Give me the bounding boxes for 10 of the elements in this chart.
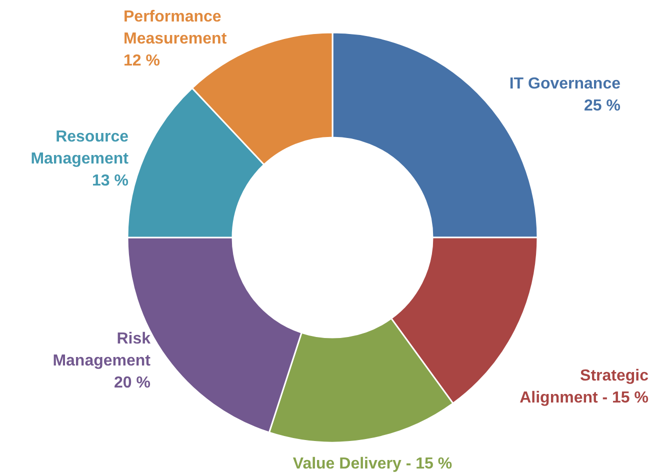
data-label: 13 % xyxy=(92,172,128,190)
data-label: 25 % xyxy=(584,98,620,115)
data-label: 20 % xyxy=(114,374,150,392)
slice-label: IT Governance xyxy=(509,76,621,92)
slice-label: Value Delivery - 15 % xyxy=(292,456,452,472)
data-label: 12 % xyxy=(124,52,160,70)
slice-label: Strategic Alignment - 15 % xyxy=(520,368,649,407)
slice-label: Resource Management xyxy=(30,128,130,168)
slice-label: Risk Management xyxy=(52,330,152,370)
slice-label: Performance Measurement xyxy=(124,8,228,48)
